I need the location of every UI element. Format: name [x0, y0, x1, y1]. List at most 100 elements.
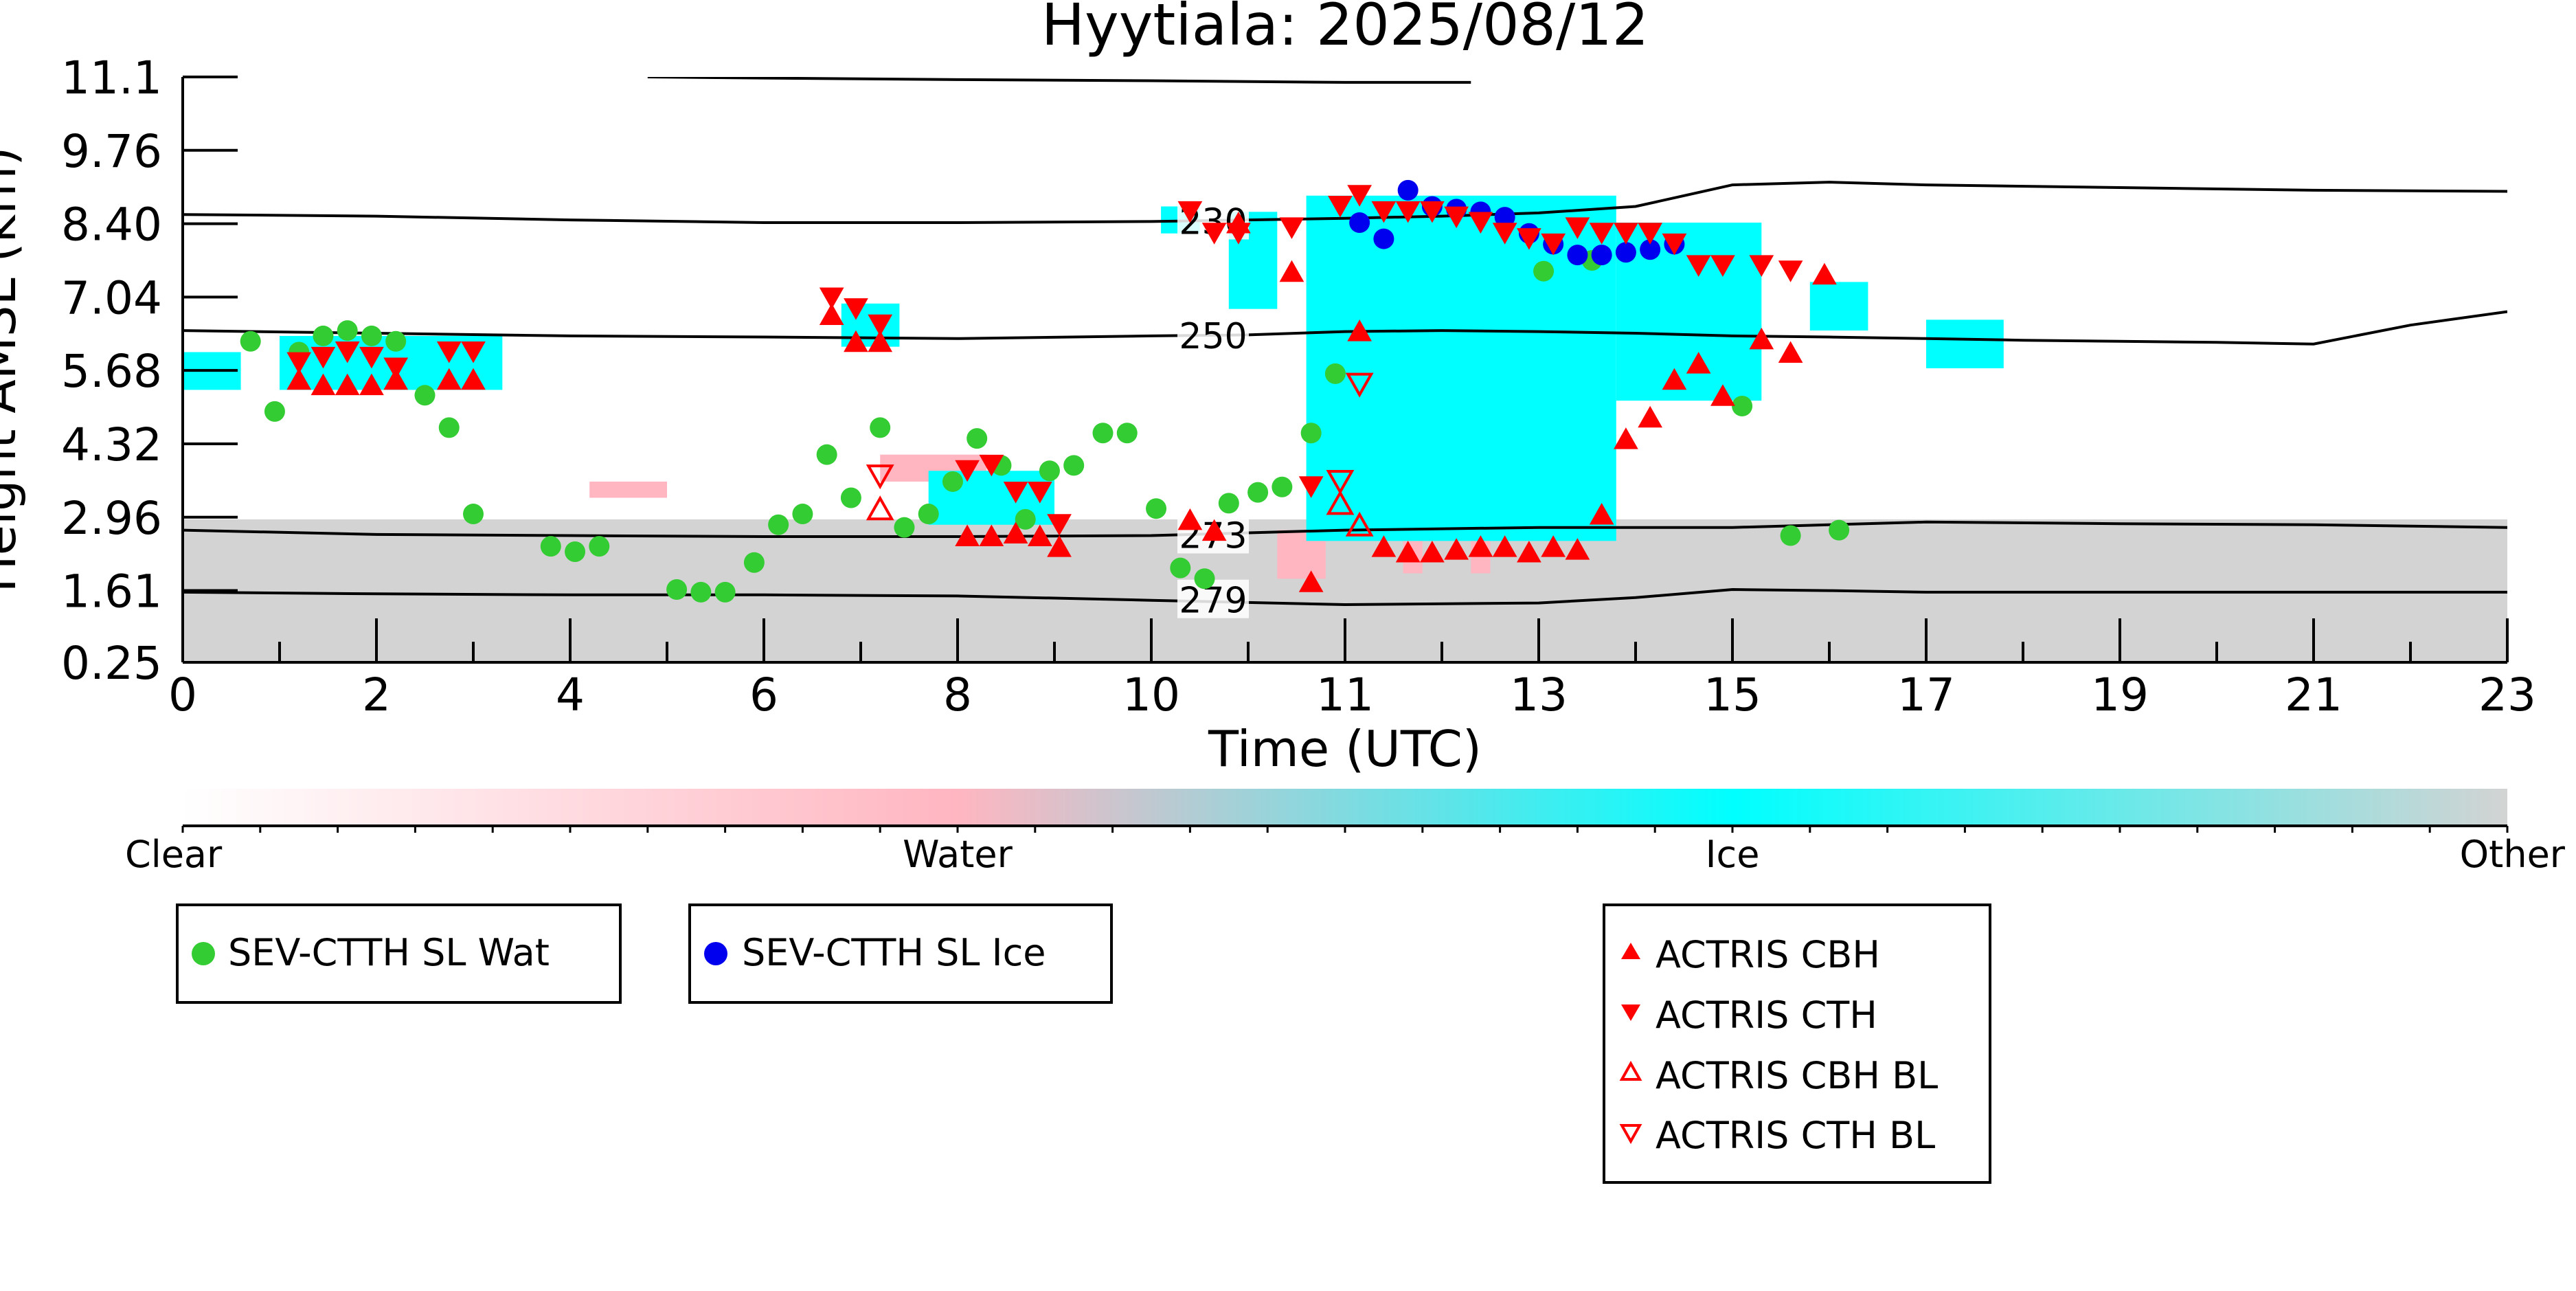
x-tick-label: 19 — [2091, 669, 2149, 721]
data-point — [385, 330, 407, 352]
data-point — [1349, 212, 1370, 234]
data-point — [768, 514, 789, 535]
data-point — [1638, 223, 1663, 245]
data-point — [1015, 508, 1036, 530]
colorbar-labels: Clear Water Ice Other — [125, 833, 2566, 876]
x-axis-label: Time (UTC) — [1208, 720, 1482, 778]
data-point — [918, 504, 939, 525]
data-point — [1345, 372, 1374, 398]
data-point — [1226, 223, 1251, 245]
data-point — [1565, 217, 1590, 239]
data-point — [436, 341, 462, 363]
data-point — [955, 524, 980, 546]
data-point — [1420, 541, 1445, 563]
data-point — [844, 298, 868, 320]
data-point — [1279, 217, 1304, 239]
data-point — [1373, 228, 1394, 249]
data-point — [1218, 493, 1239, 514]
data-point — [1710, 255, 1735, 277]
chart-title: Hyytiala: 2025/08/12 — [1041, 0, 1649, 58]
data-point — [1047, 514, 1072, 536]
data-point — [335, 341, 360, 363]
data-point — [286, 352, 312, 374]
ice-region — [1926, 319, 2004, 369]
data-point — [1492, 223, 1517, 245]
x-tick-label: 17 — [1897, 669, 1955, 721]
data-point — [1420, 201, 1445, 223]
data-point — [816, 444, 837, 465]
contour-line — [647, 77, 1471, 84]
data-point — [1092, 423, 1114, 444]
data-point — [565, 541, 586, 563]
data-point — [335, 373, 360, 396]
data-point — [1371, 535, 1397, 557]
data-point — [1517, 228, 1541, 250]
data-point — [1468, 535, 1493, 557]
contour-label: 279 — [1179, 581, 1247, 622]
data-point — [1517, 541, 1541, 563]
contour-line — [183, 587, 2507, 607]
data-point — [743, 552, 765, 573]
contour-label-bg — [1177, 315, 1249, 354]
data-point — [1328, 195, 1353, 218]
data-point — [979, 524, 1004, 546]
series-actris-cth-bl — [866, 372, 1374, 495]
data-point — [1116, 423, 1138, 444]
data-point — [967, 428, 988, 449]
x-tick-label: 10 — [1122, 669, 1180, 721]
data-point — [540, 536, 561, 557]
water-region — [589, 481, 667, 498]
data-point — [1298, 476, 1324, 498]
classification-colorbar: Clear Water Ice Other — [125, 789, 2566, 876]
data-point — [1589, 503, 1614, 525]
data-point — [1247, 482, 1269, 503]
ice-region — [1809, 282, 1868, 331]
data-point — [840, 487, 861, 508]
data-point — [690, 581, 712, 603]
data-point — [1494, 207, 1515, 228]
data-point — [1541, 233, 1566, 256]
data-point — [1047, 535, 1072, 557]
data-point — [1003, 521, 1028, 544]
colorbar-label: Clear — [125, 833, 223, 876]
data-point — [1591, 245, 1612, 266]
ice-region — [841, 303, 900, 347]
y-tick-label: 4.32 — [61, 418, 162, 471]
data-point — [1371, 201, 1397, 223]
data-point — [1194, 568, 1215, 590]
data-point — [1177, 201, 1203, 223]
data-point — [1324, 363, 1346, 384]
data-point — [359, 346, 384, 369]
data-point — [1541, 535, 1566, 557]
data-point — [1567, 245, 1588, 266]
contour-label: 250 — [1179, 316, 1247, 357]
y-tick-label: 11.1 — [61, 52, 162, 104]
data-point — [1589, 223, 1614, 245]
data-point — [1347, 185, 1372, 207]
data-point — [461, 341, 486, 363]
data-point — [1027, 482, 1052, 504]
y-tick-label: 9.76 — [61, 125, 162, 178]
data-point — [1326, 490, 1355, 515]
legend-cbh-bl-label: ACTRIS CBH BL — [1656, 1054, 1938, 1097]
data-point — [1272, 476, 1293, 497]
ice-region — [1306, 195, 1616, 541]
data-point — [868, 314, 893, 337]
legend-cbh-bl-marker — [1619, 1060, 1642, 1081]
data-point — [1347, 319, 1372, 341]
data-point — [589, 536, 610, 557]
data-point — [461, 368, 486, 390]
data-point — [1780, 525, 1801, 546]
data-point — [714, 581, 736, 603]
data-point — [894, 517, 915, 538]
data-point — [1732, 396, 1753, 417]
data-point — [1444, 206, 1469, 229]
y-tick-label: 8.40 — [61, 199, 162, 251]
ice-region — [1616, 223, 1762, 401]
data-point — [240, 330, 261, 352]
data-point — [1638, 405, 1663, 428]
data-point — [1614, 427, 1638, 449]
data-point — [1395, 541, 1421, 563]
